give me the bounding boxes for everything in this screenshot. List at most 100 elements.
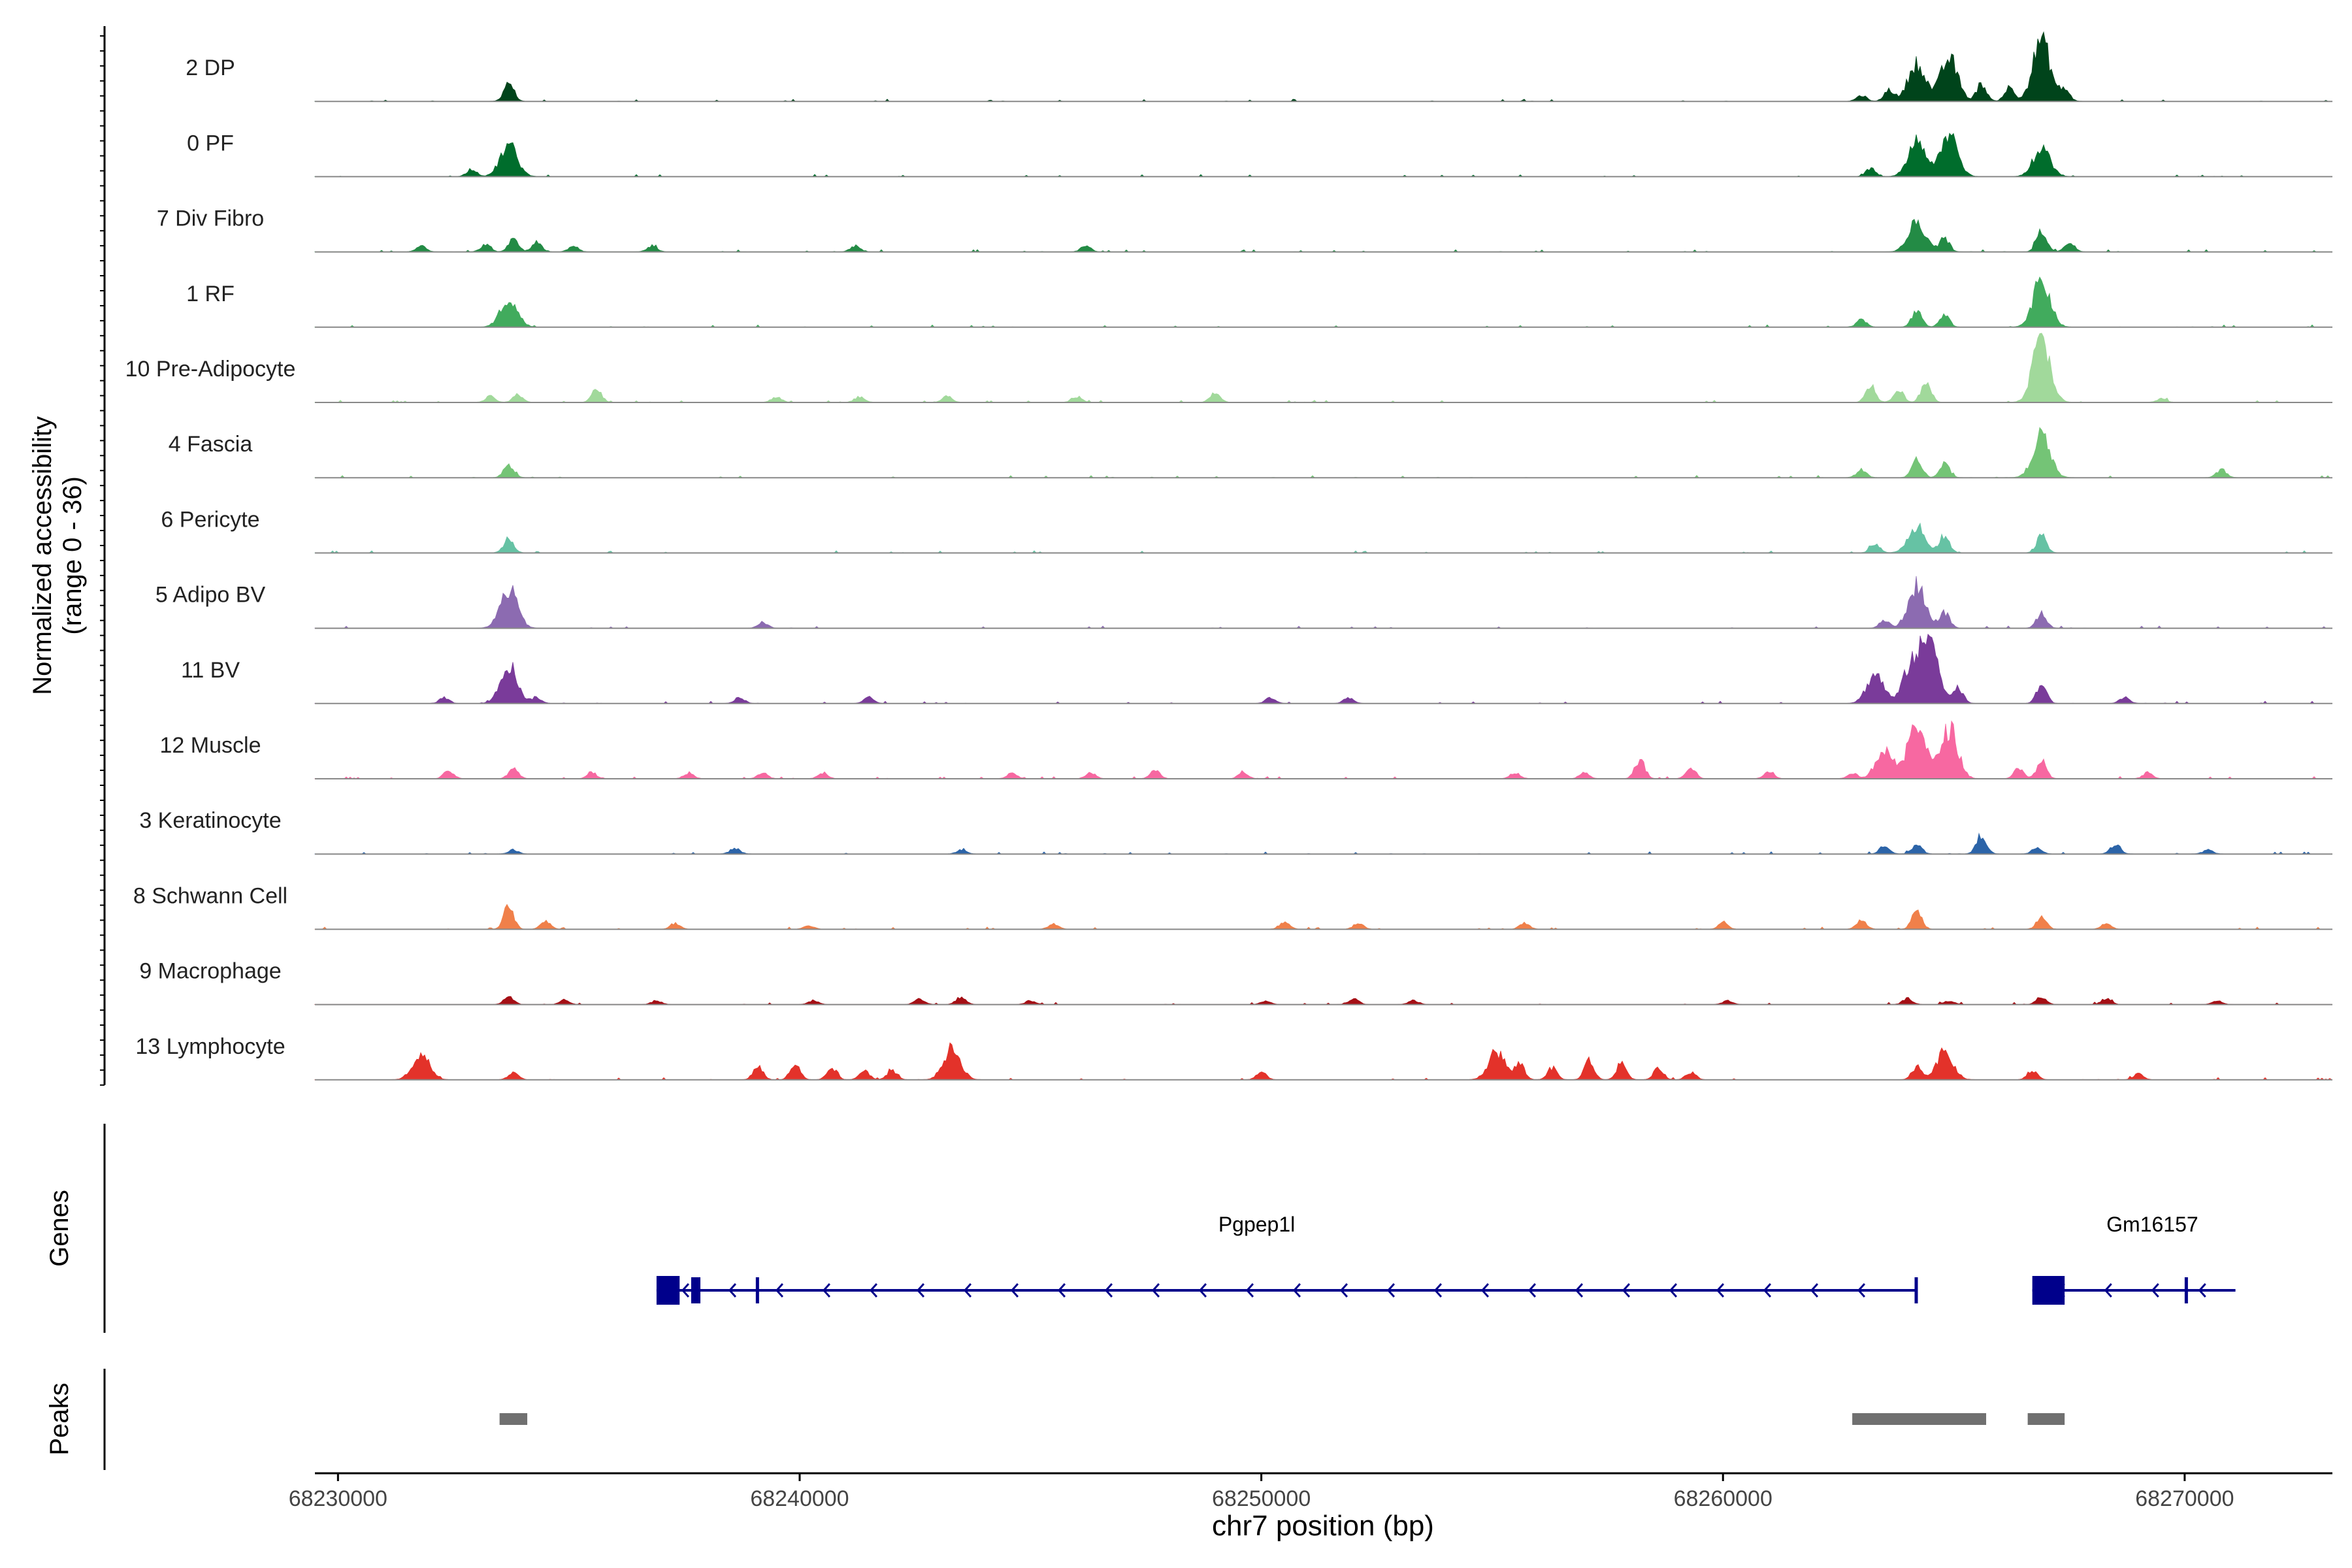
- coverage-area: [314, 522, 2333, 553]
- strand-arrow: [2104, 1282, 2112, 1298]
- x-axis-title: chr7 position (bp): [1212, 1510, 1434, 1542]
- gene-gm16157: Gm16157: [2032, 1213, 2236, 1305]
- coverage-area: [314, 31, 2333, 102]
- track-8-schwann-cell: 8 Schwann Cell: [133, 883, 2333, 930]
- track-label: 0 PF: [187, 131, 234, 155]
- track-label: 5 Adipo BV: [155, 583, 266, 608]
- track-label: 1 RF: [186, 282, 235, 306]
- track-label: 2 DP: [186, 56, 235, 80]
- coverage-area: [314, 720, 2333, 779]
- strand-arrow: [1857, 1282, 1866, 1298]
- strand-arrow: [1010, 1282, 1019, 1298]
- coverage-area: [314, 904, 2333, 930]
- strand-arrow: [1057, 1282, 1066, 1298]
- y-axis: [100, 26, 106, 1086]
- peak-region: [2027, 1413, 2065, 1425]
- track-10-pre-adipocyte: 10 Pre-Adipocyte: [125, 333, 2333, 403]
- coverage-area: [314, 633, 2333, 704]
- strand-arrow: [1575, 1282, 1584, 1298]
- coverage-area: [314, 1042, 2333, 1081]
- track-7-div-fibro: 7 Div Fibro: [157, 206, 2333, 253]
- track-1-rf: 1 RF: [186, 276, 2333, 328]
- track-label: 8 Schwann Cell: [133, 883, 287, 908]
- coverage-area: [314, 996, 2333, 1005]
- peaks-panel-label: Peaks: [45, 1382, 74, 1455]
- strand-arrow: [728, 1282, 737, 1298]
- strand-arrow: [681, 1282, 690, 1298]
- strand-arrow: [1669, 1282, 1678, 1298]
- strand-arrow: [869, 1282, 878, 1298]
- gene-exon: [2184, 1277, 2188, 1303]
- track-9-macrophage: 9 Macrophage: [139, 959, 2333, 1005]
- track-label: 3 Keratinocyte: [139, 808, 281, 833]
- track-12-muscle: 12 Muscle: [160, 720, 2333, 779]
- x-tick-label: 68260000: [1674, 1486, 1772, 1511]
- strand-arrow: [1104, 1282, 1113, 1298]
- gene-exon: [755, 1277, 759, 1303]
- x-tick-label: 68270000: [2135, 1486, 2234, 1511]
- genes-panel-label: Genes: [45, 1190, 74, 1267]
- strand-arrow: [963, 1282, 972, 1298]
- gene-exon: [1914, 1277, 1918, 1303]
- peak-region: [1852, 1413, 1987, 1425]
- strand-arrow: [1151, 1282, 1160, 1298]
- coverage-area: [314, 576, 2333, 629]
- strand-arrow: [1622, 1282, 1631, 1298]
- track-6-pericyte: 6 Pericyte: [161, 507, 2333, 554]
- strand-arrow: [1716, 1282, 1725, 1298]
- strand-arrow: [1527, 1282, 1537, 1298]
- x-axis: 68230000 68240000 68250000 68260000 68270000: [289, 1472, 2332, 1511]
- coverage-tracks: 2 DP 0 PF 7 Div Fibro 1 RF 10 Pre-Adipocyte 4…: [125, 31, 2333, 1081]
- strand-arrow: [1433, 1282, 1443, 1298]
- strand-arrow: [775, 1282, 784, 1298]
- track-label: 11 BV: [181, 658, 240, 683]
- strand-arrow: [916, 1282, 925, 1298]
- track-11-bv: 11 BV: [181, 633, 2333, 704]
- track-0-pf: 0 PF: [187, 131, 2333, 178]
- track-3-keratinocyte: 3 Keratinocyte: [139, 808, 2333, 855]
- track-label: 6 Pericyte: [161, 507, 259, 532]
- y-axis-title-line1: Normalized accessibility: [28, 416, 57, 695]
- y-axis-title: Normalized accessibility (range 0 - 36): [28, 416, 87, 695]
- gene-exon: [656, 1276, 680, 1305]
- track-5-adipo-bv: 5 Adipo BV: [155, 576, 2333, 629]
- strand-arrow: [1292, 1282, 1301, 1298]
- peaks-track: Peaks: [45, 1369, 2065, 1470]
- track-label: 4 Fascia: [169, 432, 253, 457]
- track-4-fascia: 4 Fascia: [169, 427, 2333, 479]
- y-axis-title-line2: (range 0 - 36): [58, 476, 87, 634]
- coverage-area: [314, 427, 2333, 478]
- x-tick-label: 68240000: [750, 1486, 849, 1511]
- strand-arrow: [1386, 1282, 1396, 1298]
- gene-exon: [2032, 1276, 2065, 1305]
- genes-track: Genes Pgpep1l Gm16157: [45, 1124, 2236, 1333]
- track-label: 13 Lymphocyte: [135, 1034, 285, 1059]
- strand-arrow: [1339, 1282, 1348, 1298]
- gene-label: Pgpep1l: [1218, 1213, 1295, 1236]
- track-label: 7 Div Fibro: [157, 206, 264, 231]
- gene-label: Gm16157: [2106, 1213, 2198, 1236]
- strand-arrow: [1245, 1282, 1254, 1298]
- track-label: 9 Macrophage: [139, 959, 281, 984]
- strand-arrow: [1198, 1282, 1207, 1298]
- strand-arrow: [2198, 1282, 2206, 1298]
- strand-arrow: [822, 1282, 831, 1298]
- coverage-area: [314, 133, 2333, 177]
- gene-exon: [691, 1277, 701, 1303]
- strand-arrow: [1810, 1282, 1819, 1298]
- peak-region: [499, 1413, 528, 1425]
- x-tick-label: 68250000: [1212, 1486, 1311, 1511]
- coverage-area: [314, 276, 2333, 328]
- track-2-dp: 2 DP: [186, 31, 2333, 103]
- coverage-area: [314, 333, 2333, 403]
- coverage-area: [314, 832, 2333, 855]
- strand-arrow: [1480, 1282, 1490, 1298]
- strand-arrow: [1763, 1282, 1772, 1298]
- track-label: 10 Pre-Adipocyte: [125, 357, 296, 382]
- track-13-lymphocyte: 13 Lymphocyte: [135, 1034, 2333, 1081]
- track-label: 12 Muscle: [160, 733, 261, 758]
- coverage-area: [314, 218, 2333, 253]
- strand-arrow: [2151, 1282, 2159, 1298]
- x-tick-label: 68230000: [289, 1486, 387, 1511]
